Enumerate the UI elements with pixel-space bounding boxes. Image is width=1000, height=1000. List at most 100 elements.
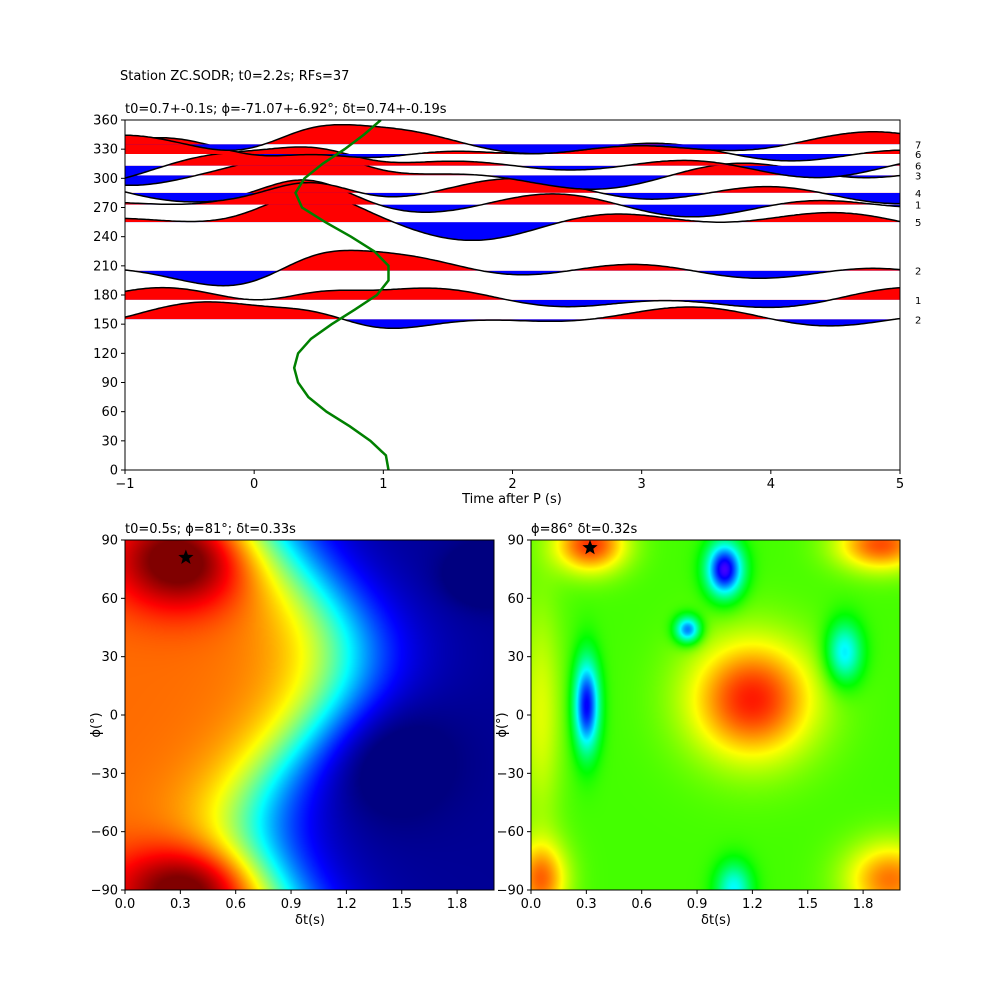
right-map-axes: 0.0 0.3 0.6 0.9 1.2 1.5 1.8 −90 −60 −30 0 30 60 90 [497,534,874,913]
trace-line [125,123,900,155]
trace-line [125,249,900,287]
axis0-ytick-label: 60 [101,405,118,420]
left-map-title: t0=0.5s; ϕ=81°; δt=0.33s [125,522,296,537]
trace-count-label: 4 [915,189,921,200]
trace-negative-fill [378,204,900,217]
trace-positive-fill [196,151,833,176]
axis0-ytick-label: 210 [93,259,118,274]
trace-negative-fill [125,175,900,190]
axis1-xtick-label: 0.9 [281,897,302,912]
axis0-ytick-label: 360 [93,114,118,129]
trace-negative-fill [393,222,728,241]
rf-axes: −1 0 1 2 3 4 503060901201501802102402703003303… [93,114,904,493]
rf-panel-title: t0=0.7+-0.1s; ϕ=-71.07+-6.92°; δt=0.74+-… [125,102,447,117]
axis2-xtick-label: 0.9 [687,897,708,912]
axis1-ytick-label: −60 [91,825,118,840]
trace-line [125,301,900,330]
trace-negative-fill [131,270,837,286]
axis2-ytick-label: 30 [507,650,524,665]
axis2-ytick-label: 0 [516,709,524,724]
trace-count-label: 3 [915,171,921,182]
axis0-xtick-label: 5 [896,477,904,492]
right-map-raster [531,540,900,890]
trace-positive-fill [125,287,900,300]
trace-line [125,136,900,162]
axis0-ytick-label: 180 [93,289,118,304]
axis0-xtick-label: 4 [767,477,775,492]
axis1-xtick-label: 0.6 [225,897,246,912]
axis0-ytick-label: 0 [110,464,118,479]
axis1-xtick-label: 0.3 [170,897,191,912]
axis2-ytick-label: −30 [497,767,524,782]
trace-count-label: 6 [915,150,921,161]
trace-negative-fill [125,154,900,161]
axis1-ytick-label: 90 [101,534,118,549]
receiver-function-panel: t0=0.7+-0.1s; ϕ=-71.07+-6.92°; δt=0.74+-… [93,102,921,507]
axis1-xtick-label: 1.8 [447,897,468,912]
right-map-best-marker [582,539,598,555]
trace-count-label: 7 [915,140,921,151]
trace-line [125,286,900,309]
trace-positive-fill [125,250,900,271]
axis0-ytick-label: 120 [93,347,118,362]
trace-count-label: 1 [915,201,921,212]
axis0-ytick-label: 270 [93,201,118,216]
axis2-xtick-label: 1.2 [742,897,763,912]
energy-map-left: t0=0.5s; ϕ=81°; δt=0.33s 0.0 0.3 0.6 0.9 1.2… [89,522,495,928]
energy-map-right: ϕ=86° δt=0.32s 0.0 0.3 0.6 0.9 1.2 1.5 1.8 −90 −… [495,522,901,928]
trace-line [125,194,900,242]
axis2-xtick-label: 1.8 [853,897,874,912]
axis0-ytick-label: 90 [101,376,118,391]
axis0-xtick-label: −1 [115,477,134,492]
left-map-axes: 0.0 0.3 0.6 0.9 1.2 1.5 1.8 −90 −60 −30 0 30 60 90 [91,534,468,913]
trace-count-label: 2 [915,267,921,278]
trace-negative-fill [125,144,900,154]
right-map-best-star [582,539,598,555]
axis1-ytick-label: 0 [110,709,118,724]
axis0-ytick-label: 330 [93,143,118,158]
axis0-ytick-label: 30 [101,434,118,449]
right-map-title: ϕ=86° δt=0.32s [531,522,638,537]
right-map-x-label: δt(s) [701,913,731,928]
axis2-xtick-label: 1.5 [797,897,818,912]
left-map-best-marker [178,549,194,564]
axis0-ytick-label: 240 [93,230,118,245]
axis2-xtick-label: 0.3 [576,897,597,912]
axis1-xtick-label: 0.0 [115,897,136,912]
axis2-xtick-label: 0.6 [631,897,652,912]
axis2-ytick-label: 60 [507,592,524,607]
axis1-ytick-label: −30 [91,767,118,782]
left-map-x-label: δt(s) [295,913,325,928]
fit-curve [292,120,390,470]
rf-traces [125,123,900,330]
right-map-y-label: ϕ(°) [495,712,510,737]
rf-x-axis-label: Time after P (s) [461,492,562,507]
axis2-ytick-label: −60 [497,825,524,840]
trace-count-label: 6 [915,162,921,173]
axis0-xtick-label: 2 [508,477,516,492]
axis0-xtick-label: 3 [638,477,646,492]
trace-count-label: 2 [915,315,921,326]
axis0-xtick-label: 0 [250,477,258,492]
trace-count-label: 1 [915,296,921,307]
trace-negative-fill [125,192,900,204]
trace-positive-fill [125,147,900,166]
trace-positive-fill [125,124,900,145]
axis2-ytick-label: 90 [507,534,524,549]
axis2-xtick-label: 0.0 [521,897,542,912]
trace-line [125,146,900,179]
axis0-xtick-label: 1 [379,477,387,492]
axis1-ytick-label: −90 [91,884,118,899]
axis0-ytick-label: 300 [93,172,118,187]
left-map-raster [125,540,494,890]
figure-title: Station ZC.SODR; t0=2.2s; RFs=37 [120,69,349,84]
trace-negative-fill [125,319,900,329]
axis1-xtick-label: 1.2 [336,897,357,912]
axis2-ytick-label: −90 [497,884,524,899]
axis1-ytick-label: 60 [101,592,118,607]
axis1-ytick-label: 30 [101,650,118,665]
axis0-ytick-label: 150 [93,318,118,333]
left-map-best-star [178,549,194,564]
